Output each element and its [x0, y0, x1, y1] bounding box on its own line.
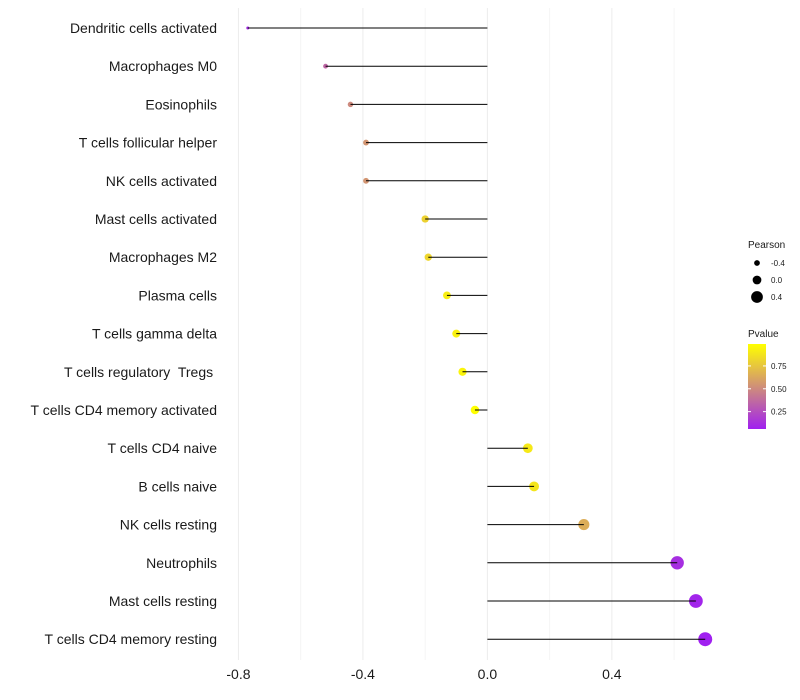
legend-size-label: 0.4	[771, 293, 783, 302]
legend-color-bar	[748, 344, 766, 429]
category-label: T cells CD4 memory activated	[31, 402, 217, 418]
category-label: Eosinophils	[145, 96, 217, 112]
legend-color-label: 0.50	[771, 385, 787, 394]
legend-size-label: -0.4	[771, 259, 785, 268]
legend-size-label: 0.0	[771, 276, 783, 285]
category-label: Neutrophils	[146, 555, 217, 571]
category-label: Macrophages M0	[109, 58, 217, 74]
category-label: Mast cells resting	[109, 593, 217, 609]
category-label: Plasma cells	[138, 287, 217, 303]
legend: Pearson Pvalue -0.4 0.0 0.4 0.25 0.50 0.75	[748, 240, 787, 429]
category-label: Dendritic cells activated	[70, 20, 217, 36]
x-tick-label: -0.8	[226, 666, 250, 682]
legend-size-key	[752, 275, 762, 285]
x-tick-label: 0.4	[602, 666, 622, 682]
category-label: NK cells activated	[106, 173, 217, 189]
x-axis-ticks: -0.8 -0.4 0.0 0.4	[226, 666, 621, 682]
legend-size-title: Pearson	[748, 240, 785, 251]
category-label: T cells gamma delta	[92, 326, 217, 342]
legend-color-label: 0.25	[771, 408, 787, 417]
category-label: T cells follicular helper	[79, 135, 218, 151]
category-label: Macrophages M2	[109, 249, 217, 265]
category-label: B cells naive	[138, 478, 217, 494]
legend-size-key	[751, 291, 763, 303]
legend-color-label: 0.75	[771, 362, 787, 371]
points	[246, 26, 713, 647]
legend-size-key	[754, 260, 760, 266]
x-tick-label: -0.4	[351, 666, 375, 682]
category-labels: Dendritic cells activated Macrophages M0 E…	[31, 20, 218, 647]
category-label: Mast cells activated	[95, 211, 217, 227]
category-label: T cells regulatory Tregs	[64, 364, 217, 380]
x-tick-label: 0.0	[478, 666, 498, 682]
category-label: NK cells resting	[120, 517, 217, 533]
stems	[247, 27, 706, 640]
category-label: T cells CD4 memory resting	[45, 631, 217, 647]
legend-color-title: Pvalue	[748, 329, 779, 340]
category-label: T cells CD4 naive	[108, 440, 218, 456]
